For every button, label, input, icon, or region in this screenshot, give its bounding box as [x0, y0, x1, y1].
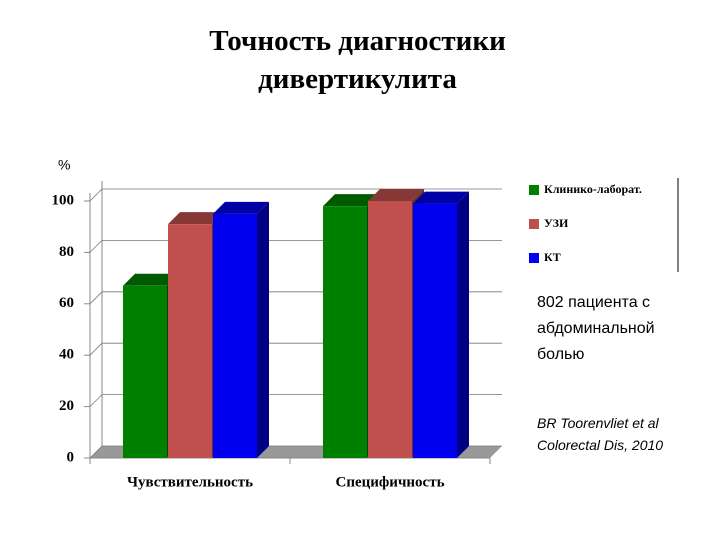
chart-title: Точность диагностики дивертикулита: [209, 25, 506, 95]
bar-side: [257, 201, 269, 458]
y-tick-label: 80: [59, 244, 74, 260]
bar-top: [413, 191, 469, 204]
y-tick-label: 20: [59, 398, 74, 414]
legend-label: КТ: [544, 250, 561, 264]
bar: [368, 201, 412, 458]
grid-line-side: [89, 445, 103, 459]
y-tick-label: 100: [52, 192, 75, 208]
bar: [413, 203, 457, 458]
legend-swatch: [529, 253, 539, 263]
citation-line: BR Toorenvliet et al: [537, 415, 659, 431]
legend-swatch: [529, 219, 539, 229]
grid-line-side: [89, 291, 103, 305]
bar-top: [123, 273, 179, 286]
note: 802 пациента с абдоминальной болью: [537, 294, 655, 363]
grid-line-side: [89, 188, 103, 202]
grid-line-side: [89, 342, 103, 356]
grid-line-side: [89, 394, 103, 407]
legend-label: Клинико-лаборат.: [544, 182, 642, 196]
bar: [123, 285, 167, 458]
y-tick-label: 40: [59, 347, 74, 363]
legend-label: УЗИ: [544, 216, 569, 230]
bar: [323, 206, 367, 458]
bar-top: [213, 201, 269, 214]
y-tick-label: 60: [59, 295, 74, 311]
x-tick-label: Специфичность: [336, 474, 445, 490]
bar: [168, 224, 212, 458]
citation: BR Toorenvliet et al Colorectal Dis, 201…: [537, 412, 717, 456]
bar-top: [168, 212, 224, 225]
x-tick-label: Чувствительность: [127, 474, 253, 490]
bar-side: [457, 191, 469, 458]
grid-line-side: [89, 240, 103, 253]
bar-top: [368, 189, 424, 201]
citation-line: Colorectal Dis, 2010: [537, 437, 664, 453]
bar-top: [323, 194, 379, 207]
y-axis-label: %: [58, 157, 70, 173]
legend-swatch: [529, 185, 539, 195]
bar: [213, 213, 257, 458]
y-tick-label: 0: [67, 449, 75, 465]
